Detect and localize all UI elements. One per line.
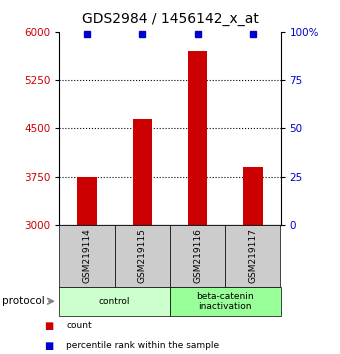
Text: control: control (99, 297, 131, 306)
Bar (188, 51, 207, 225)
Bar (78, 177, 97, 225)
Text: ■: ■ (44, 341, 53, 350)
Text: GDS2984 / 1456142_x_at: GDS2984 / 1456142_x_at (82, 12, 258, 27)
Text: GSM219114: GSM219114 (83, 228, 91, 283)
Text: beta-catenin
inactivation: beta-catenin inactivation (197, 292, 254, 311)
Bar (243, 167, 262, 225)
Text: GSM219115: GSM219115 (138, 228, 147, 283)
Text: GSM219117: GSM219117 (249, 228, 257, 283)
Text: ■: ■ (44, 321, 53, 331)
Bar (133, 119, 152, 225)
Text: protocol: protocol (2, 296, 45, 306)
Text: count: count (66, 321, 92, 330)
Text: percentile rank within the sample: percentile rank within the sample (66, 341, 219, 349)
Text: GSM219116: GSM219116 (193, 228, 202, 283)
